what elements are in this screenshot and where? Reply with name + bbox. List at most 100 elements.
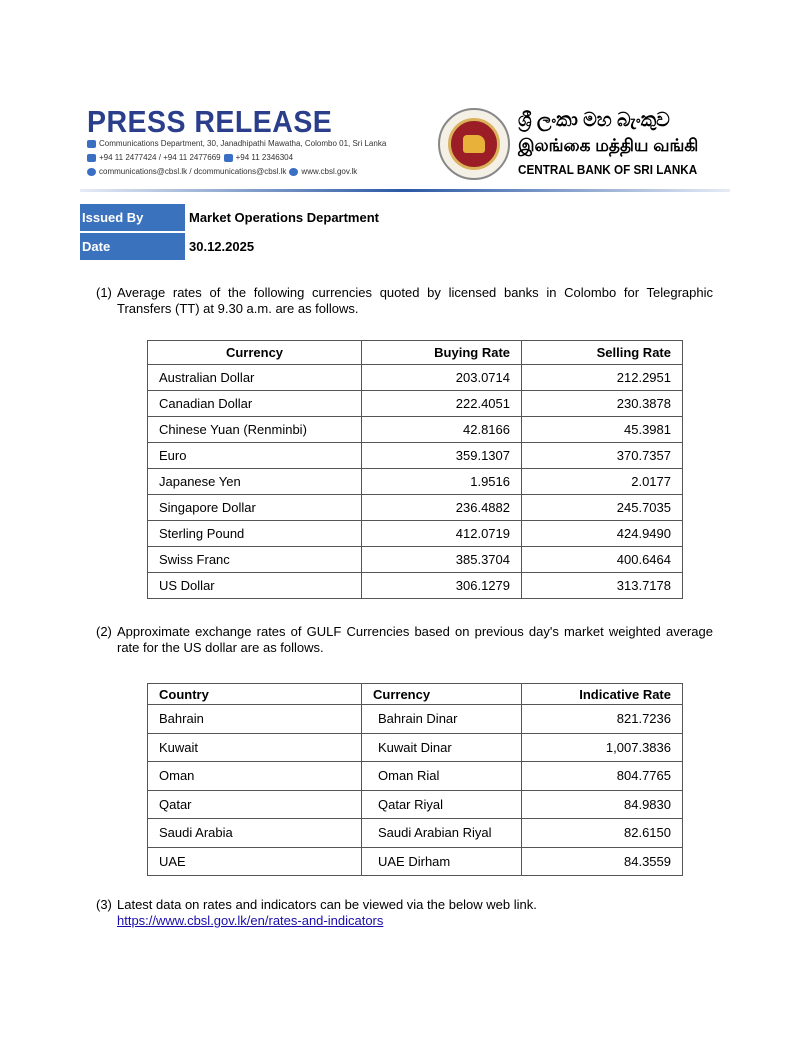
table-cell: Saudi Arabia — [147, 818, 362, 848]
gulf-rates-table: Country Currency Indicative Rate Bahrain… — [147, 683, 683, 876]
table-cell: 222.4051 — [361, 390, 522, 417]
table-cell: Bahrain Dinar — [361, 704, 522, 734]
column-header: Currency — [147, 340, 362, 365]
table-cell: UAE Dirham — [361, 846, 522, 876]
column-header: Country — [147, 683, 362, 705]
table-cell: Sterling Pound — [147, 520, 362, 547]
section-text: Average rates of the following currencie… — [117, 285, 713, 316]
bank-name-english: CENTRAL BANK OF SRI LANKA — [518, 162, 698, 177]
table-cell: 45.3981 — [521, 416, 683, 443]
section-3-paragraph: (3) Latest data on rates and indicators … — [96, 897, 713, 929]
table-row: Kuwait Kuwait Dinar 1,007.3836 — [147, 732, 683, 762]
table-cell: UAE — [147, 846, 362, 876]
column-header: Indicative Rate — [521, 683, 683, 705]
table-row: Canadian Dollar 222.4051 230.3878 — [147, 390, 683, 417]
email-icon — [87, 167, 96, 176]
table-cell: Qatar — [147, 789, 362, 819]
address: Communications Department, 30, Janadhipa… — [99, 139, 387, 148]
table-row: Oman Oman Rial 804.7765 — [147, 761, 683, 791]
table-cell: US Dollar — [147, 572, 362, 599]
table-cell: 2.0177 — [521, 468, 683, 495]
table-row: Chinese Yuan (Renminbi) 42.8166 45.3981 — [147, 416, 683, 443]
table-row: Sterling Pound 412.0719 424.9490 — [147, 520, 683, 547]
table-cell: 306.1279 — [361, 572, 522, 599]
table-cell: 84.9830 — [521, 789, 683, 819]
section-2-paragraph: (2) Approximate exchange rates of GULF C… — [96, 624, 713, 656]
globe-icon — [289, 167, 299, 176]
table-row: Australian Dollar 203.0714 212.2951 — [147, 364, 683, 391]
table-row: Saudi Arabia Saudi Arabian Riyal 82.6150 — [147, 818, 683, 848]
fax-icon — [223, 153, 233, 162]
table-cell: 821.7236 — [521, 704, 683, 734]
table-cell: 400.6464 — [521, 546, 683, 573]
table-cell: Saudi Arabian Riyal — [361, 818, 522, 848]
section-text: Approximate exchange rates of GULF Curre… — [117, 624, 713, 655]
table-cell: Qatar Riyal — [361, 789, 522, 819]
issued-by-value: Market Operations Department — [189, 210, 379, 225]
press-release-title: PRESS RELEASE — [87, 104, 333, 139]
table-cell: Euro — [147, 442, 362, 469]
emails: communications@cbsl.lk / dcommunications… — [99, 167, 287, 176]
table-cell: 82.6150 — [521, 818, 683, 848]
table-header-row: Currency Buying Rate Selling Rate — [147, 340, 683, 365]
issued-by-label: Issued By — [80, 204, 185, 231]
table-cell: Oman Rial — [361, 761, 522, 791]
lion-icon — [463, 135, 485, 153]
table-row: Bahrain Bahrain Dinar 821.7236 — [147, 704, 683, 734]
table-row: US Dollar 306.1279 313.7178 — [147, 572, 683, 599]
date-value: 30.12.2025 — [189, 239, 255, 254]
column-header: Buying Rate — [361, 340, 522, 365]
date-label: Date — [80, 233, 185, 260]
column-header: Currency — [361, 683, 522, 705]
table-cell: 424.9490 — [521, 520, 683, 547]
email-line: communications@cbsl.lk / dcommunications… — [87, 167, 357, 176]
table-row: Qatar Qatar Riyal 84.9830 — [147, 789, 683, 819]
central-bank-seal-logo — [438, 108, 510, 180]
bank-name-sinhala: ශ්‍රී ලංකා මහ බැංකුව — [518, 110, 670, 131]
table-cell: 412.0719 — [361, 520, 522, 547]
section-3-text: Latest data on rates and indicators can … — [117, 897, 537, 912]
phone-line: +94 11 2477424 / +94 11 2477669 +94 11 23… — [87, 153, 293, 162]
table-row: Swiss Franc 385.3704 400.6464 — [147, 546, 683, 573]
table-cell: 212.2951 — [521, 364, 683, 391]
table-cell: 236.4882 — [361, 494, 522, 521]
table-cell: 245.7035 — [521, 494, 683, 521]
column-header: Selling Rate — [521, 340, 683, 365]
table-row: Japanese Yen 1.9516 2.0177 — [147, 468, 683, 495]
table-cell: 385.3704 — [361, 546, 522, 573]
table-cell: Bahrain — [147, 704, 362, 734]
table-cell: 230.3878 — [521, 390, 683, 417]
table-row: Euro 359.1307 370.7357 — [147, 442, 683, 469]
section-number: (1) — [96, 285, 112, 300]
table-row: Singapore Dollar 236.4882 245.7035 — [147, 494, 683, 521]
header-divider — [80, 189, 730, 192]
table-header-row: Country Currency Indicative Rate — [147, 683, 683, 705]
table-cell: Kuwait Dinar — [361, 732, 522, 762]
table-cell: 1,007.3836 — [521, 732, 683, 762]
table-cell: 370.7357 — [521, 442, 683, 469]
table-cell: Japanese Yen — [147, 468, 362, 495]
website: www.cbsl.gov.lk — [301, 167, 358, 176]
rates-indicators-link[interactable]: https://www.cbsl.gov.lk/en/rates-and-ind… — [117, 913, 384, 928]
phone-icon — [87, 153, 96, 162]
table-cell: 1.9516 — [361, 468, 522, 495]
table-cell: Oman — [147, 761, 362, 791]
table-cell: 313.7178 — [521, 572, 683, 599]
section-number: (3) — [96, 897, 112, 912]
phones: +94 11 2477424 / +94 11 2477669 — [99, 153, 221, 162]
address-line: Communications Department, 30, Janadhipa… — [87, 139, 386, 148]
table-cell: 42.8166 — [361, 416, 522, 443]
tt-rates-table: Currency Buying Rate Selling Rate Austra… — [147, 340, 683, 599]
section-number: (2) — [96, 624, 112, 639]
table-cell: 203.0714 — [361, 364, 522, 391]
table-row: UAE UAE Dirham 84.3559 — [147, 846, 683, 876]
bank-name-tamil: இலங்கை மத்திய வங்கி — [518, 136, 699, 155]
section-text: Latest data on rates and indicators can … — [117, 897, 713, 929]
table-cell: 84.3559 — [521, 846, 683, 876]
fax: +94 11 2346304 — [235, 153, 294, 162]
table-cell: Australian Dollar — [147, 364, 362, 391]
section-1-paragraph: (1) Average rates of the following curre… — [96, 285, 713, 317]
table-cell: Singapore Dollar — [147, 494, 362, 521]
mail-icon — [87, 139, 96, 148]
table-cell: Swiss Franc — [147, 546, 362, 573]
